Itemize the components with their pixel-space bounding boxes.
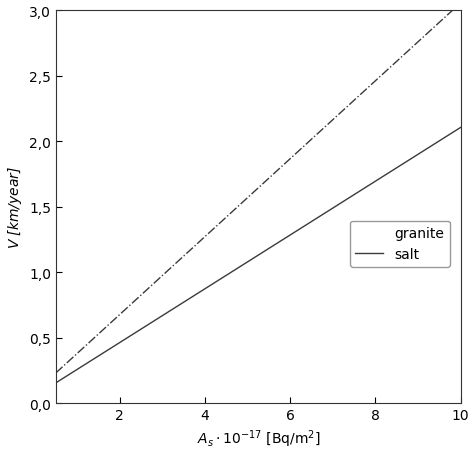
granite	[53, 370, 59, 376]
granite	[458, 1, 464, 6]
granite	[385, 68, 390, 73]
granite	[272, 171, 278, 176]
granite	[294, 151, 300, 156]
salt	[245, 259, 251, 265]
salt	[294, 228, 300, 234]
granite	[245, 195, 251, 200]
salt	[272, 243, 278, 248]
Legend: granite, salt: granite, salt	[350, 221, 450, 267]
granite	[448, 10, 454, 15]
granite	[248, 193, 254, 198]
Line: granite: granite	[56, 4, 461, 373]
salt	[53, 380, 59, 386]
salt	[448, 131, 454, 137]
salt	[458, 126, 464, 131]
salt	[385, 172, 390, 177]
salt	[248, 258, 254, 263]
Line: salt: salt	[56, 128, 461, 383]
X-axis label: $A_s \cdot 10^{-17}$ [Bq/m$^2$]: $A_s \cdot 10^{-17}$ [Bq/m$^2$]	[197, 428, 320, 450]
Y-axis label: $V$ [km/year]: $V$ [km/year]	[6, 166, 24, 249]
